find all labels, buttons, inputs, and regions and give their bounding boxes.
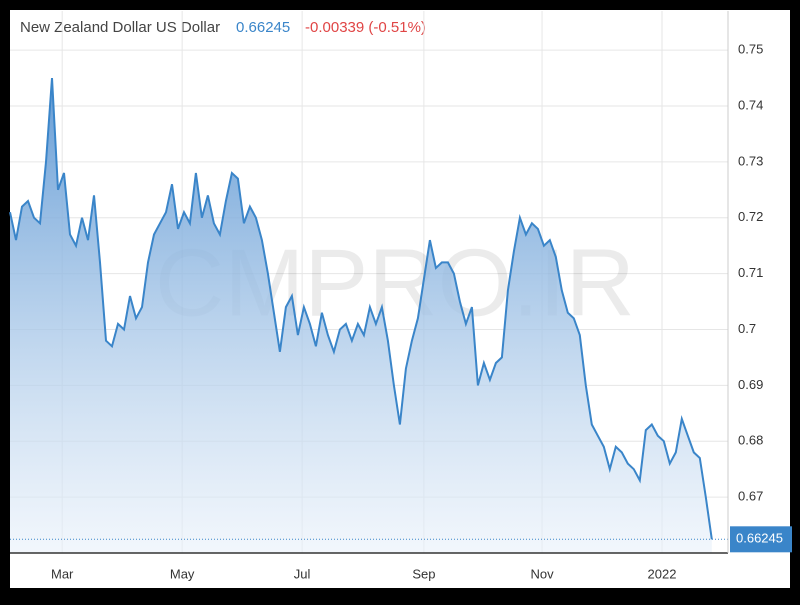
chart-title: New Zealand Dollar US Dollar [20,19,220,36]
y-tick-label: 0.72 [738,209,763,224]
line [9,78,713,540]
y-tick-label: 0.68 [738,433,763,448]
area [10,78,712,553]
x-tick-label: Nov [530,566,554,581]
y-tick-label: 0.71 [738,265,763,280]
x-tick-label: May [170,566,195,581]
last-value-box [730,526,792,553]
x-tick-label: 2022 [648,566,677,581]
y-tick-label: 0.69 [738,377,763,392]
y-tick-label: 0.7 [738,321,756,336]
last-value-label: 0.66245 [736,531,783,546]
x-tick-label: Mar [51,566,74,581]
change: -0.00339 (-0.51%) [305,19,426,36]
x-tick-label: Jul [294,566,311,581]
y-tick-label: 0.67 [738,489,763,504]
price: 0.66245 [236,19,290,36]
y-tick-label: 0.74 [738,97,763,112]
y-tick-label: 0.73 [738,153,763,168]
y-tick-label: 0.75 [738,42,763,57]
x-tick-label: Sep [412,566,435,581]
